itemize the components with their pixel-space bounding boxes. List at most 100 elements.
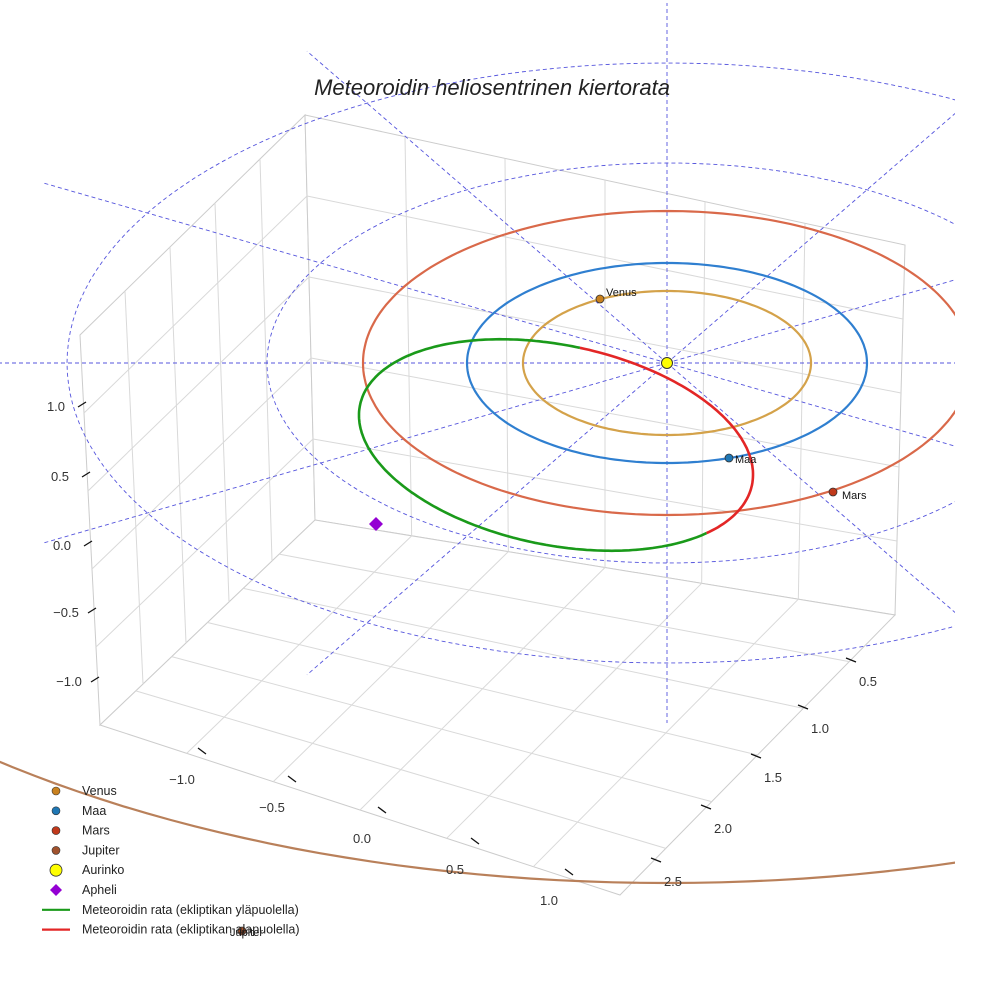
aphelion-marker (369, 517, 383, 531)
x-tick-mark (564, 868, 574, 876)
legend-marker (51, 826, 61, 835)
back-gridline (308, 276, 902, 394)
orbit-mars (361, 209, 955, 517)
left-gridline (124, 290, 144, 685)
planet-label-venus: Venus (606, 287, 637, 299)
x-tick-label: −1.0 (169, 772, 195, 787)
y-tick-mark (700, 804, 712, 810)
legend-label: Venus (82, 784, 117, 798)
left-gridline (214, 202, 230, 603)
left-gridline (83, 195, 308, 414)
legend-marker (50, 884, 62, 896)
floor-gridline (243, 587, 804, 709)
floor-gridline (171, 656, 712, 803)
legend-item: Venus (51, 784, 117, 798)
z-tick-mark (87, 607, 97, 614)
reference-spoke (666, 279, 955, 364)
planet-marker-maa (724, 453, 734, 463)
legend-item: Maa (51, 804, 106, 818)
reference-spoke (43, 362, 668, 544)
x-axis: −1.0 −0.5 0.0 0.5 1.0 (169, 747, 574, 908)
x-tick-mark (470, 837, 480, 845)
meteoroid-path-above (357, 337, 708, 553)
planet-label-mars: Mars (842, 490, 867, 502)
legend-marker (51, 786, 61, 796)
x-tick-label: −0.5 (259, 800, 285, 815)
x-tick-mark (197, 747, 207, 755)
reference-spoke (306, 362, 668, 676)
legend-item: Aurinko (49, 863, 124, 877)
orbit-venus (521, 289, 813, 437)
left-gridline (95, 438, 314, 648)
floor-gridline (279, 553, 850, 663)
legend-marker (51, 806, 61, 816)
grid-lines (83, 136, 904, 868)
reference-spoke (306, 50, 668, 364)
left-gridline (259, 158, 273, 562)
legend-label: Aurinko (82, 863, 124, 877)
planet-marker-jupiter (237, 926, 247, 936)
z-tick-label: 0.5 (51, 469, 69, 484)
back-gridline (312, 438, 898, 542)
orbit-maa (465, 261, 869, 465)
z-tick-label: −1.0 (56, 674, 82, 689)
y-tick-mark (750, 753, 762, 759)
y-tick-mark (797, 704, 809, 710)
left-gridline (87, 276, 310, 492)
planet-marker-venus (595, 294, 605, 304)
left-gridline (169, 246, 187, 644)
y-tick-mark (845, 657, 857, 663)
legend-item: Mars (51, 824, 110, 838)
y-tick-label: 1.0 (811, 721, 829, 736)
planet-orbits (0, 209, 955, 885)
back-gridline (404, 136, 413, 536)
z-tick-mark (81, 471, 91, 478)
legend: Venus Maa Mars Jupiter Aurinko Apheli Meteoroi… (42, 784, 299, 937)
back-gridline (306, 195, 904, 320)
floor-gridline (207, 622, 758, 756)
y-tick-label: 0.5 (859, 674, 877, 689)
legend-label: Maa (82, 804, 106, 818)
axes-panes (79, 113, 906, 896)
back-gridline (797, 223, 806, 600)
legend-item: Jupiter (51, 843, 120, 857)
reference-spoke (666, 362, 955, 614)
planet-label-jupiter: Jupiter (230, 927, 263, 939)
back-gridline (310, 357, 900, 468)
sun-marker (661, 357, 673, 369)
back-gridline (504, 158, 509, 552)
x-tick-mark (377, 806, 387, 814)
reference-spoke (666, 362, 955, 447)
legend-item: Apheli (50, 883, 117, 897)
legend-item: Meteoroidin rata (ekliptikan alapuolella… (42, 923, 299, 937)
legend-label: Apheli (82, 883, 117, 897)
reference-polar-grid (0, 3, 955, 723)
meteoroid-orbit (357, 337, 755, 553)
y-tick-mark (650, 857, 662, 863)
legend-marker (51, 846, 61, 855)
y-tick-label: 2.0 (714, 821, 732, 836)
left-gridline (91, 357, 312, 570)
planet-label-maa: Maa (735, 454, 757, 466)
z-tick-label: 1.0 (47, 399, 65, 414)
reference-spoke (666, 112, 955, 364)
chart-title: Meteoroidin heliosentrinen kiertorata (314, 75, 670, 100)
y-tick-label: 1.5 (764, 770, 782, 785)
z-tick-label: 0.0 (53, 538, 71, 553)
x-tick-label: 0.5 (446, 862, 464, 877)
legend-label: Meteoroidin rata (ekliptikan yläpuolella… (82, 903, 299, 917)
floor-gridline (135, 690, 666, 849)
y-axis: 0.5 1.0 1.5 2.0 2.5 (650, 657, 877, 889)
z-axis: 1.0 0.5 0.0 −0.5 −1.0 (47, 399, 100, 689)
meteoroid-path-below (579, 346, 755, 535)
z-tick-mark (83, 540, 93, 547)
z-tick-mark (90, 676, 100, 683)
planet-marker-mars (828, 487, 838, 497)
x-tick-label: 0.0 (353, 831, 371, 846)
y-tick-label: 2.5 (664, 874, 682, 889)
z-tick-label: −0.5 (53, 605, 79, 620)
z-tick-mark (77, 401, 87, 408)
legend-label: Jupiter (82, 843, 120, 857)
planet-markers: Venus Maa Mars Jupiter (230, 287, 867, 939)
